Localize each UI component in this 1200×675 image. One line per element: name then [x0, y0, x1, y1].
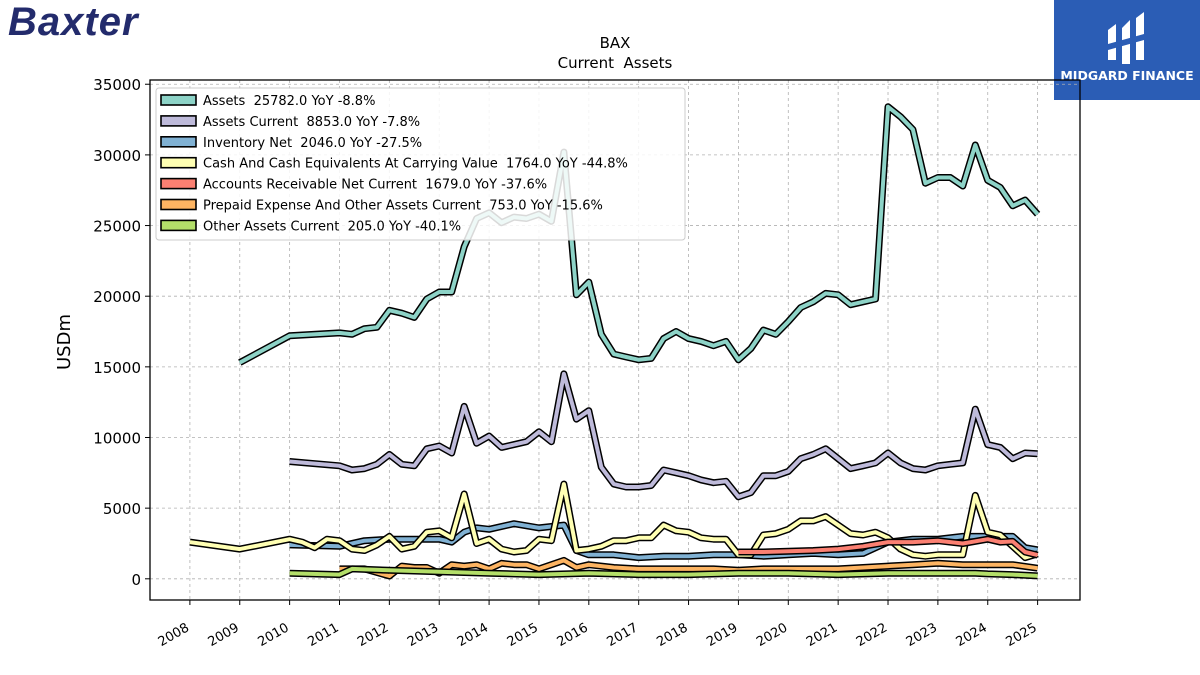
series-line: [738, 537, 1039, 558]
legend-label: Accounts Receivable Net Current 1679.0 Y…: [203, 178, 547, 193]
legend-label: Assets Current 8853.0 YoY -7.8%: [203, 115, 420, 130]
x-tick-label: 2021: [804, 620, 840, 650]
legend-swatch: [160, 219, 197, 232]
legend-label: Inventory Net 2046.0 YoY -27.5%: [203, 136, 422, 151]
legend-label: Prepaid Expense And Other Assets Current…: [203, 199, 603, 214]
series-line: [189, 482, 1039, 560]
legend-swatch: [160, 94, 197, 106]
y-tick-label: 15000: [93, 359, 141, 377]
legend-swatch: [160, 198, 197, 211]
chart-title: BAX: [600, 34, 631, 52]
series-line-outline: [289, 370, 1038, 501]
x-tick-label: 2011: [305, 620, 341, 650]
x-tick-label: 2020: [754, 620, 790, 650]
series-line: [289, 566, 1038, 578]
grid: [150, 80, 1080, 600]
y-tick-label: 0: [131, 571, 141, 589]
legend-swatch: [160, 115, 197, 127]
legend-swatch: [160, 156, 197, 169]
x-tick-label: 2009: [206, 620, 242, 650]
x-tick-label: 2023: [904, 620, 940, 650]
legend-swatch: [160, 177, 197, 190]
x-tick-label: 2018: [654, 620, 690, 650]
series-line: [289, 371, 1038, 499]
y-tick-label: 30000: [93, 147, 141, 165]
legend-box: [155, 87, 686, 241]
x-tick-label: 2025: [1003, 620, 1039, 650]
x-tick-label: 2014: [455, 620, 491, 650]
y-tick-label: 5000: [103, 500, 141, 518]
y-tick-label: 20000: [93, 288, 141, 306]
midgard-mark-icon: [1108, 12, 1144, 64]
midgard-finance-badge: MIDGARD FINANCE: [1054, 0, 1200, 100]
x-tick-label: 2019: [704, 620, 740, 650]
series-lines: [189, 103, 1041, 580]
series-line: [238, 104, 1040, 365]
legend-swatch: [160, 136, 197, 148]
x-tick-label: 2012: [355, 620, 391, 650]
y-tick-label: 25000: [93, 218, 141, 236]
chart-subtitle: Current Assets: [558, 54, 673, 72]
x-tick-label: 2017: [605, 620, 641, 650]
x-tick-label: 2010: [255, 620, 291, 650]
legend: Assets 25782.0 YoY -8.8% Assets Current 8…: [155, 87, 686, 241]
plot-frame: [149, 79, 1081, 601]
x-tick-label: 2015: [505, 620, 541, 650]
badge-label: MIDGARD FINANCE: [1060, 68, 1194, 83]
legend-label: Assets 25782.0 YoY -8.8%: [203, 94, 375, 109]
x-tick-label: 2013: [405, 620, 441, 650]
x-tick-label: 2024: [954, 620, 990, 650]
legend-label: Cash And Cash Equivalents At Carrying Va…: [203, 157, 628, 172]
y-axis-label: USDm: [54, 314, 75, 370]
x-tick-label: 2022: [854, 620, 890, 650]
x-tick-label: 2008: [156, 620, 192, 650]
baxter-logo: Baxter: [8, 0, 139, 44]
x-tick-label: 2016: [555, 620, 591, 650]
y-tick-label: 35000: [93, 76, 141, 94]
legend-label: Other Assets Current 205.0 YoY -40.1%: [203, 219, 461, 234]
y-tick-label: 10000: [93, 430, 141, 448]
